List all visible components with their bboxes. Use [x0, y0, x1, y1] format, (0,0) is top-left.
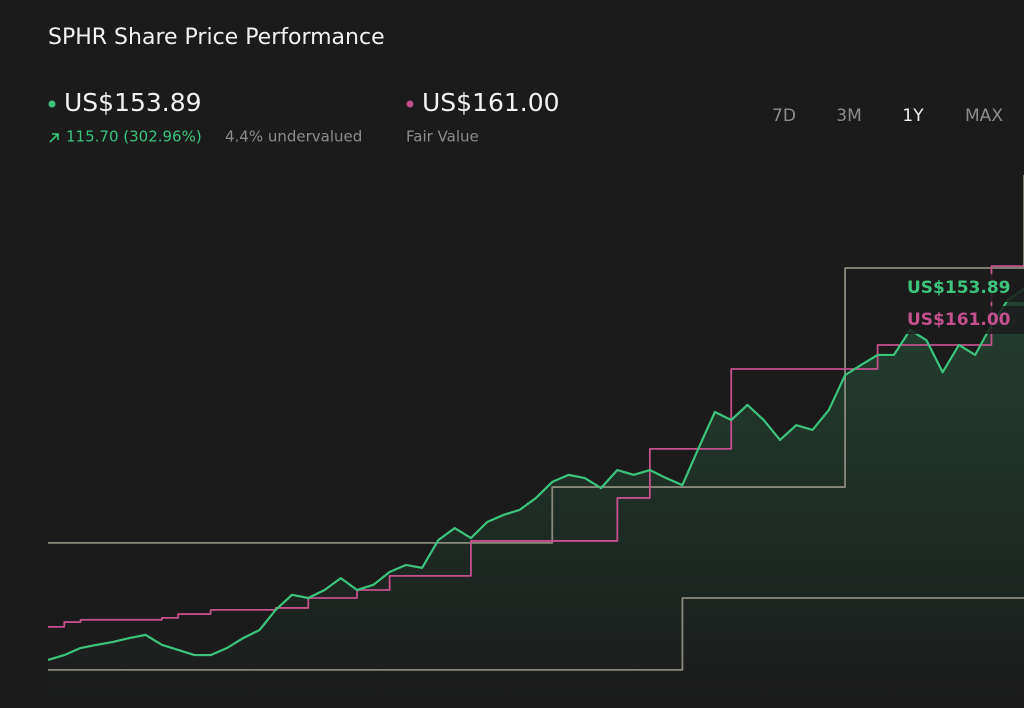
end-label-box: [900, 306, 1024, 334]
range-button[interactable]: 1Y: [902, 106, 924, 126]
price-line: [47, 287, 1024, 661]
range-button[interactable]: 7D: [772, 106, 796, 126]
end-price-label: US$153.89: [907, 278, 1010, 298]
price-change: 115.70 (302.96%): [66, 128, 202, 146]
step-line: [48, 175, 1024, 544]
fair-value-dot: [406, 100, 414, 108]
fair-value-label: Fair Value: [406, 128, 479, 146]
fair-value: US$161.00: [422, 88, 560, 117]
range-buttons: 7D 3M 1Y MAX: [772, 106, 1003, 126]
up-arrow: [49, 133, 59, 143]
chart-title: SPHR Share Price Performance: [48, 25, 385, 50]
price-dot: [48, 100, 56, 108]
valuation: 4.4% undervalued: [225, 128, 362, 146]
end-fair-value-label: US$161.00: [907, 310, 1011, 330]
step-line: [48, 597, 1024, 671]
range-button[interactable]: 3M: [836, 106, 861, 126]
end-label-box: [900, 274, 1024, 302]
range-button[interactable]: MAX: [965, 106, 1003, 126]
plot: [47, 175, 1024, 708]
current-price: US$153.89: [64, 88, 202, 117]
